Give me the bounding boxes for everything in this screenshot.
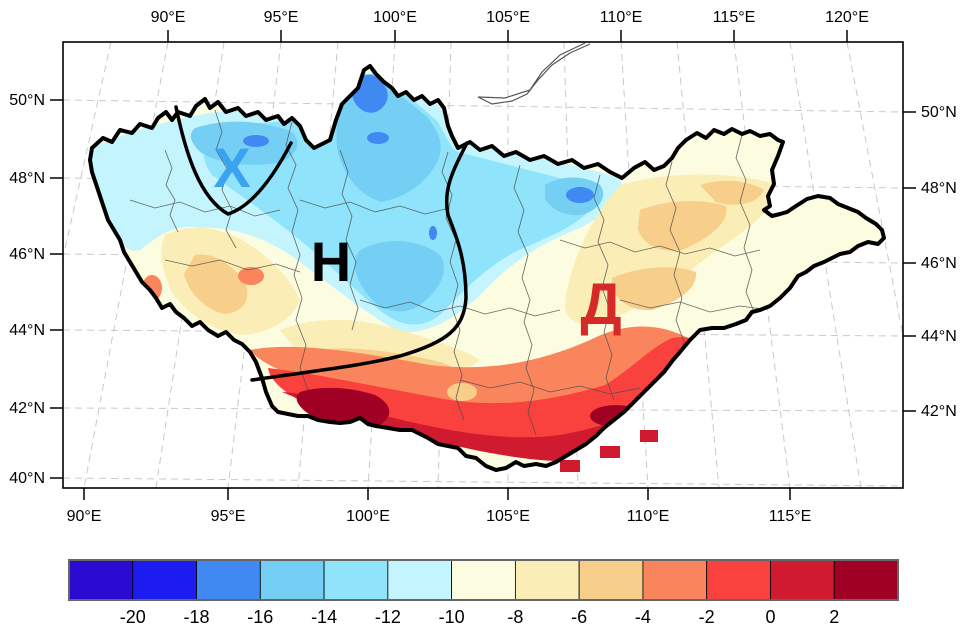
left-axis-label: 48°N (9, 170, 45, 187)
contour-fill-steps (560, 430, 658, 472)
colorbar-cell (770, 559, 835, 601)
bottom-axis-label: 110°E (627, 508, 670, 525)
top-axis-label: 100°E (373, 9, 417, 26)
bottom-axis-label: 115°E (769, 508, 812, 525)
map-frame (62, 41, 904, 489)
left-axis-label: 50°N (9, 92, 45, 109)
right-axis: 50°N 48°N 46°N 44°N 42°N (903, 104, 957, 420)
colorbar-cell (196, 559, 261, 601)
colorbar-tick-label: -2 (699, 607, 715, 627)
top-axis-label: 95°E (264, 9, 299, 26)
left-axis: 50°N 48°N 46°N 44°N 42°N 40°N (9, 92, 63, 487)
colorbar-cell (259, 559, 325, 601)
right-axis-label: 44°N (921, 328, 957, 345)
mongolia-border (88, 64, 886, 472)
region-letter-N: Н (311, 230, 351, 293)
colorbar-cell (642, 559, 708, 601)
colorbar-cell (68, 559, 134, 601)
top-axis: 90°E 95°E 100°E 105°E 110°E 115°E 120°E (151, 9, 869, 42)
right-axis-label: 42°N (921, 403, 957, 420)
top-axis-label: 90°E (151, 9, 186, 26)
bottom-axis-label: 100°E (346, 508, 390, 525)
colorbar-tick-label: -14 (311, 607, 337, 627)
cold-pocket-loop (174, 105, 293, 216)
right-axis-label: 50°N (921, 104, 957, 121)
warm-cold-divide (250, 141, 469, 382)
colorbar-cell (833, 559, 899, 601)
colorbar-cell (451, 559, 516, 601)
left-axis-label: 42°N (9, 400, 45, 417)
colorbar-tick-label: 0 (765, 607, 775, 627)
colorbar-tick-label: -20 (120, 607, 146, 627)
left-axis-label: 44°N (9, 322, 45, 339)
front-curves (174, 105, 469, 382)
colorbar-tick-label: -12 (375, 607, 401, 627)
colorbar-tick-label: -8 (507, 607, 523, 627)
colorbar-cell (706, 559, 771, 601)
colorbar-tick-label: -10 (439, 607, 465, 627)
baikal-lake-outline (477, 42, 591, 105)
colorbar-tick-label: -6 (571, 607, 587, 627)
colorbar-tick-label: -4 (635, 607, 651, 627)
province-boundaries (129, 109, 771, 436)
colorbar: -20 -18 -16 -14 -12 -10 -8 -6 -4 -2 0 2 (68, 559, 899, 627)
region-letter-X: Х (213, 136, 250, 199)
region-letter-D: Д (580, 272, 621, 337)
left-axis-label: 46°N (9, 246, 45, 263)
bottom-axis-label: 95°E (211, 508, 246, 525)
bottom-axis-label: 105°E (486, 508, 530, 525)
right-axis-label: 48°N (921, 180, 957, 197)
colorbar-cell (387, 559, 453, 601)
top-axis-label: 110°E (600, 9, 643, 26)
colorbar-tick-label: 2 (829, 607, 839, 627)
left-axis-label: 40°N (9, 470, 45, 487)
colorbar-cell (514, 559, 580, 601)
colorbar-cell (578, 559, 644, 601)
colorbar-tick-label: -18 (184, 607, 210, 627)
colorbar-cell (323, 559, 389, 601)
top-axis-label: 120°E (825, 9, 869, 26)
colorbar-cell (132, 559, 197, 601)
bottom-axis-label: 90°E (67, 508, 102, 525)
top-axis-label: 115°E (713, 9, 756, 26)
bottom-axis: 90°E 95°E 100°E 105°E 110°E 115°E (67, 488, 812, 525)
right-axis-label: 46°N (921, 255, 957, 272)
colorbar-frame (68, 559, 899, 601)
colorbar-tick-label: -16 (247, 607, 273, 627)
top-axis-label: 105°E (486, 9, 530, 26)
